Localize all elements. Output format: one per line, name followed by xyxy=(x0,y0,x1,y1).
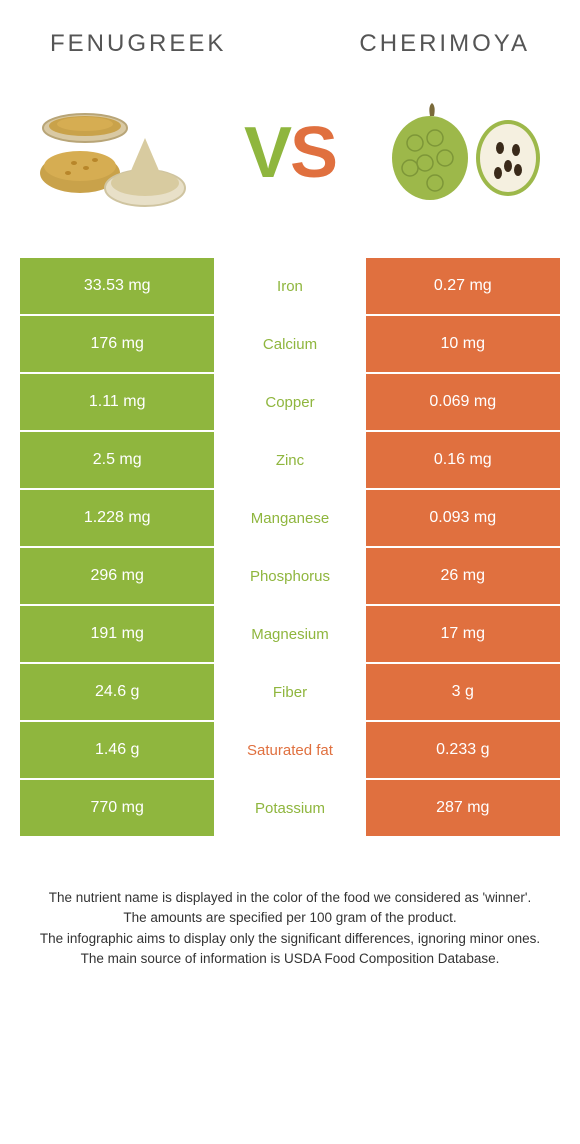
left-value: 296 mg xyxy=(20,548,214,604)
footer-line: The infographic aims to display only the… xyxy=(30,929,550,949)
left-value: 1.228 mg xyxy=(20,490,214,546)
right-value: 10 mg xyxy=(366,316,560,372)
table-row: 191 mgMagnesium17 mg xyxy=(20,606,560,662)
right-value: 3 g xyxy=(366,664,560,720)
table-row: 1.228 mgManganese0.093 mg xyxy=(20,490,560,546)
footer-line: The nutrient name is displayed in the co… xyxy=(30,888,550,908)
nutrient-name: Copper xyxy=(214,374,365,430)
right-food-title: Cherimoya xyxy=(359,30,530,58)
nutrient-name: Iron xyxy=(214,258,365,314)
table-row: 33.53 mgIron0.27 mg xyxy=(20,258,560,314)
left-value: 33.53 mg xyxy=(20,258,214,314)
right-value: 0.093 mg xyxy=(366,490,560,546)
nutrient-name: Phosphorus xyxy=(214,548,365,604)
cherimoya-image xyxy=(380,88,550,218)
nutrient-name: Fiber xyxy=(214,664,365,720)
vs-s: S xyxy=(290,113,336,193)
footer-notes: The nutrient name is displayed in the co… xyxy=(20,838,560,969)
table-row: 1.46 gSaturated fat0.233 g xyxy=(20,722,560,778)
nutrient-name: Potassium xyxy=(214,780,365,836)
table-row: 176 mgCalcium10 mg xyxy=(20,316,560,372)
right-value: 0.233 g xyxy=(366,722,560,778)
nutrient-name: Manganese xyxy=(214,490,365,546)
left-value: 770 mg xyxy=(20,780,214,836)
vs-label: VS xyxy=(244,112,336,194)
left-value: 24.6 g xyxy=(20,664,214,720)
nutrient-table: 33.53 mgIron0.27 mg176 mgCalcium10 mg1.1… xyxy=(20,258,560,836)
nutrient-name: Magnesium xyxy=(214,606,365,662)
right-value: 0.16 mg xyxy=(366,432,560,488)
table-row: 296 mgPhosphorus26 mg xyxy=(20,548,560,604)
vs-v: V xyxy=(244,113,290,193)
table-row: 24.6 gFiber3 g xyxy=(20,664,560,720)
left-value: 1.11 mg xyxy=(20,374,214,430)
table-row: 1.11 mgCopper0.069 mg xyxy=(20,374,560,430)
left-food-title: Fenugreek xyxy=(50,30,226,58)
table-row: 2.5 mgZinc0.16 mg xyxy=(20,432,560,488)
right-value: 26 mg xyxy=(366,548,560,604)
vs-row: VS xyxy=(20,88,560,258)
footer-line: The main source of information is USDA F… xyxy=(30,949,550,969)
right-value: 0.069 mg xyxy=(366,374,560,430)
right-value: 17 mg xyxy=(366,606,560,662)
nutrient-name: Saturated fat xyxy=(214,722,365,778)
header-row: Fenugreek Cherimoya xyxy=(20,20,560,88)
fenugreek-image xyxy=(30,88,200,218)
nutrient-name: Calcium xyxy=(214,316,365,372)
table-row: 770 mgPotassium287 mg xyxy=(20,780,560,836)
left-value: 191 mg xyxy=(20,606,214,662)
nutrient-name: Zinc xyxy=(214,432,365,488)
right-value: 0.27 mg xyxy=(366,258,560,314)
left-value: 2.5 mg xyxy=(20,432,214,488)
left-value: 176 mg xyxy=(20,316,214,372)
left-value: 1.46 g xyxy=(20,722,214,778)
footer-line: The amounts are specified per 100 gram o… xyxy=(30,908,550,928)
right-value: 287 mg xyxy=(366,780,560,836)
